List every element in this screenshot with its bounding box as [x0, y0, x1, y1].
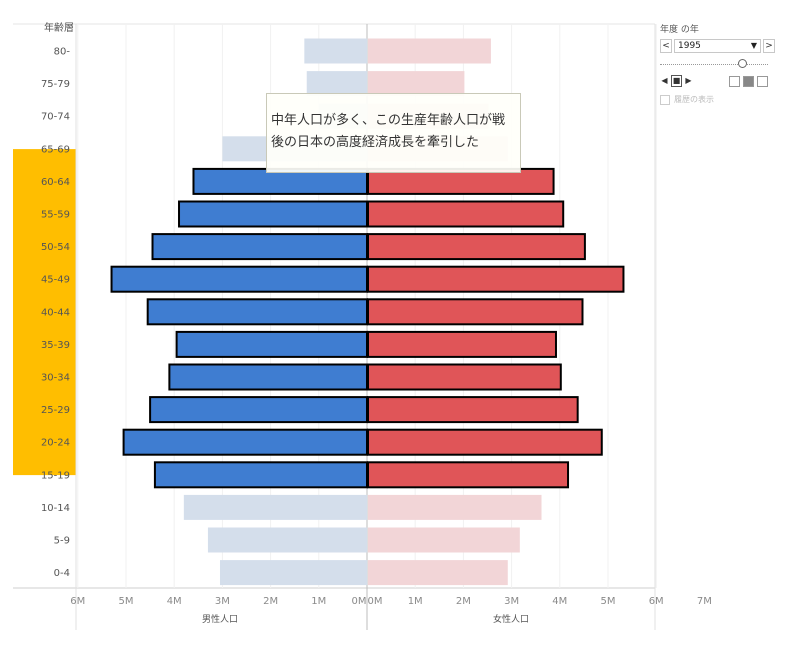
stop-button[interactable]: ■ [671, 75, 682, 87]
female-bar [368, 71, 465, 97]
annotation-line-1: 中年人口が多く、この生産年齢人口が戦 [271, 113, 506, 128]
male-axis-title: 男性人口 [202, 613, 238, 625]
age-label: 35-39 [41, 340, 70, 351]
male-bar [122, 428, 368, 456]
male-bar [151, 233, 368, 261]
year-slider[interactable] [660, 59, 768, 69]
age-label: 80- [54, 47, 71, 58]
male-tick-label: 5M [119, 596, 134, 607]
male-tick-label: 1M [311, 596, 326, 607]
age-label: 15-19 [41, 470, 70, 481]
female-bar [367, 200, 565, 228]
female-bar [368, 560, 508, 586]
male-tick-label: 6M [70, 596, 85, 607]
prev-year-button[interactable]: < [660, 39, 672, 53]
female-bar [367, 363, 562, 391]
age-label: 5-9 [54, 536, 70, 547]
female-tick-label: 3M [504, 596, 519, 607]
female-bar [367, 330, 557, 358]
male-bar [149, 396, 368, 424]
female-axis-title: 女性人口 [493, 613, 529, 625]
female-tick-label: 5M [601, 596, 616, 607]
female-tick-label: 4M [552, 596, 567, 607]
male-bar [183, 494, 367, 520]
history-label: 履歴の表示 [674, 95, 714, 104]
year-dropdown[interactable]: 1995 ▼ [674, 39, 761, 53]
age-label: 60-64 [41, 177, 70, 188]
annotation-tooltip: 中年人口が多く、この生産年齢人口が戦 後の日本の高度経済成長を牽引した [266, 93, 521, 173]
male-bar [178, 200, 368, 228]
highlight-band-rect [13, 149, 76, 476]
age-label: 55-59 [41, 210, 70, 221]
female-bar [367, 233, 586, 261]
age-label: 65-69 [41, 144, 70, 155]
female-bar [367, 396, 579, 424]
female-bar [367, 265, 625, 293]
speed-fast-button[interactable] [757, 75, 768, 87]
male-bar [219, 560, 367, 586]
chevron-down-icon: ▼ [750, 41, 757, 50]
year-dropdown-value: 1995 [678, 41, 701, 51]
age-label: 10-14 [41, 503, 70, 514]
female-tick-label: 1M [408, 596, 423, 607]
age-label: 70-74 [41, 112, 70, 123]
stop-icon: ■ [672, 76, 681, 85]
female-tick-label: 7M [697, 596, 712, 607]
x-tick-labels: 6M 5M 4M 3M 2M 1M 0M 0M 1M 2M 3M 4M 5M 6M 7M [70, 596, 712, 607]
male-bar [146, 298, 368, 326]
female-tick-label: 0M [368, 596, 383, 607]
highlight-band [13, 149, 76, 476]
female-bar [368, 38, 491, 64]
age-label: 40-44 [41, 307, 70, 318]
female-bar [367, 428, 603, 456]
year-filter-panel: 年度 の年 < 1995 ▼ > ◀ ■ ▶ 履歴の表示 [660, 22, 800, 105]
male-tick-label: 2M [263, 596, 278, 607]
male-tick-label: 3M [215, 596, 230, 607]
next-year-button[interactable]: > [763, 39, 775, 53]
slider-track [660, 64, 768, 65]
step-back-button[interactable]: ◀ [661, 76, 668, 85]
age-label: 75-79 [41, 79, 70, 90]
slider-knob[interactable] [737, 59, 747, 68]
age-labels: 80- 75-79 70-74 65-69 60-64 55-59 50-54 45-49 40… [41, 47, 70, 580]
history-checkbox[interactable] [660, 94, 670, 105]
age-label: 20-24 [41, 438, 70, 449]
speed-medium-button[interactable] [743, 75, 754, 87]
male-bar [175, 330, 368, 358]
female-bar [368, 494, 542, 520]
age-label: 50-54 [41, 242, 70, 253]
female-tick-label: 6M [649, 596, 664, 607]
age-label: 30-34 [41, 373, 70, 384]
male-bar [304, 38, 367, 64]
age-label: 0-4 [54, 568, 70, 579]
male-tick-label: 4M [167, 596, 182, 607]
y-axis-header: 年齢層 [44, 21, 74, 34]
play-forward-button[interactable]: ▶ [685, 76, 692, 85]
male-tick-label: 0M [352, 596, 367, 607]
female-bar [367, 298, 584, 326]
female-bar [367, 461, 570, 489]
male-bar [306, 71, 367, 97]
speed-slow-button[interactable] [729, 75, 740, 87]
male-bar [110, 265, 369, 293]
male-bar [168, 363, 368, 391]
filter-title: 年度 の年 [660, 25, 699, 35]
male-bar [207, 527, 367, 553]
female-tick-label: 2M [456, 596, 471, 607]
bars [110, 38, 625, 586]
age-label: 45-49 [41, 275, 70, 286]
female-bar [368, 527, 520, 553]
age-label: 25-29 [41, 405, 70, 416]
male-bar [153, 461, 368, 489]
annotation-line-2: 後の日本の高度経済成長を牽引した [271, 135, 480, 150]
